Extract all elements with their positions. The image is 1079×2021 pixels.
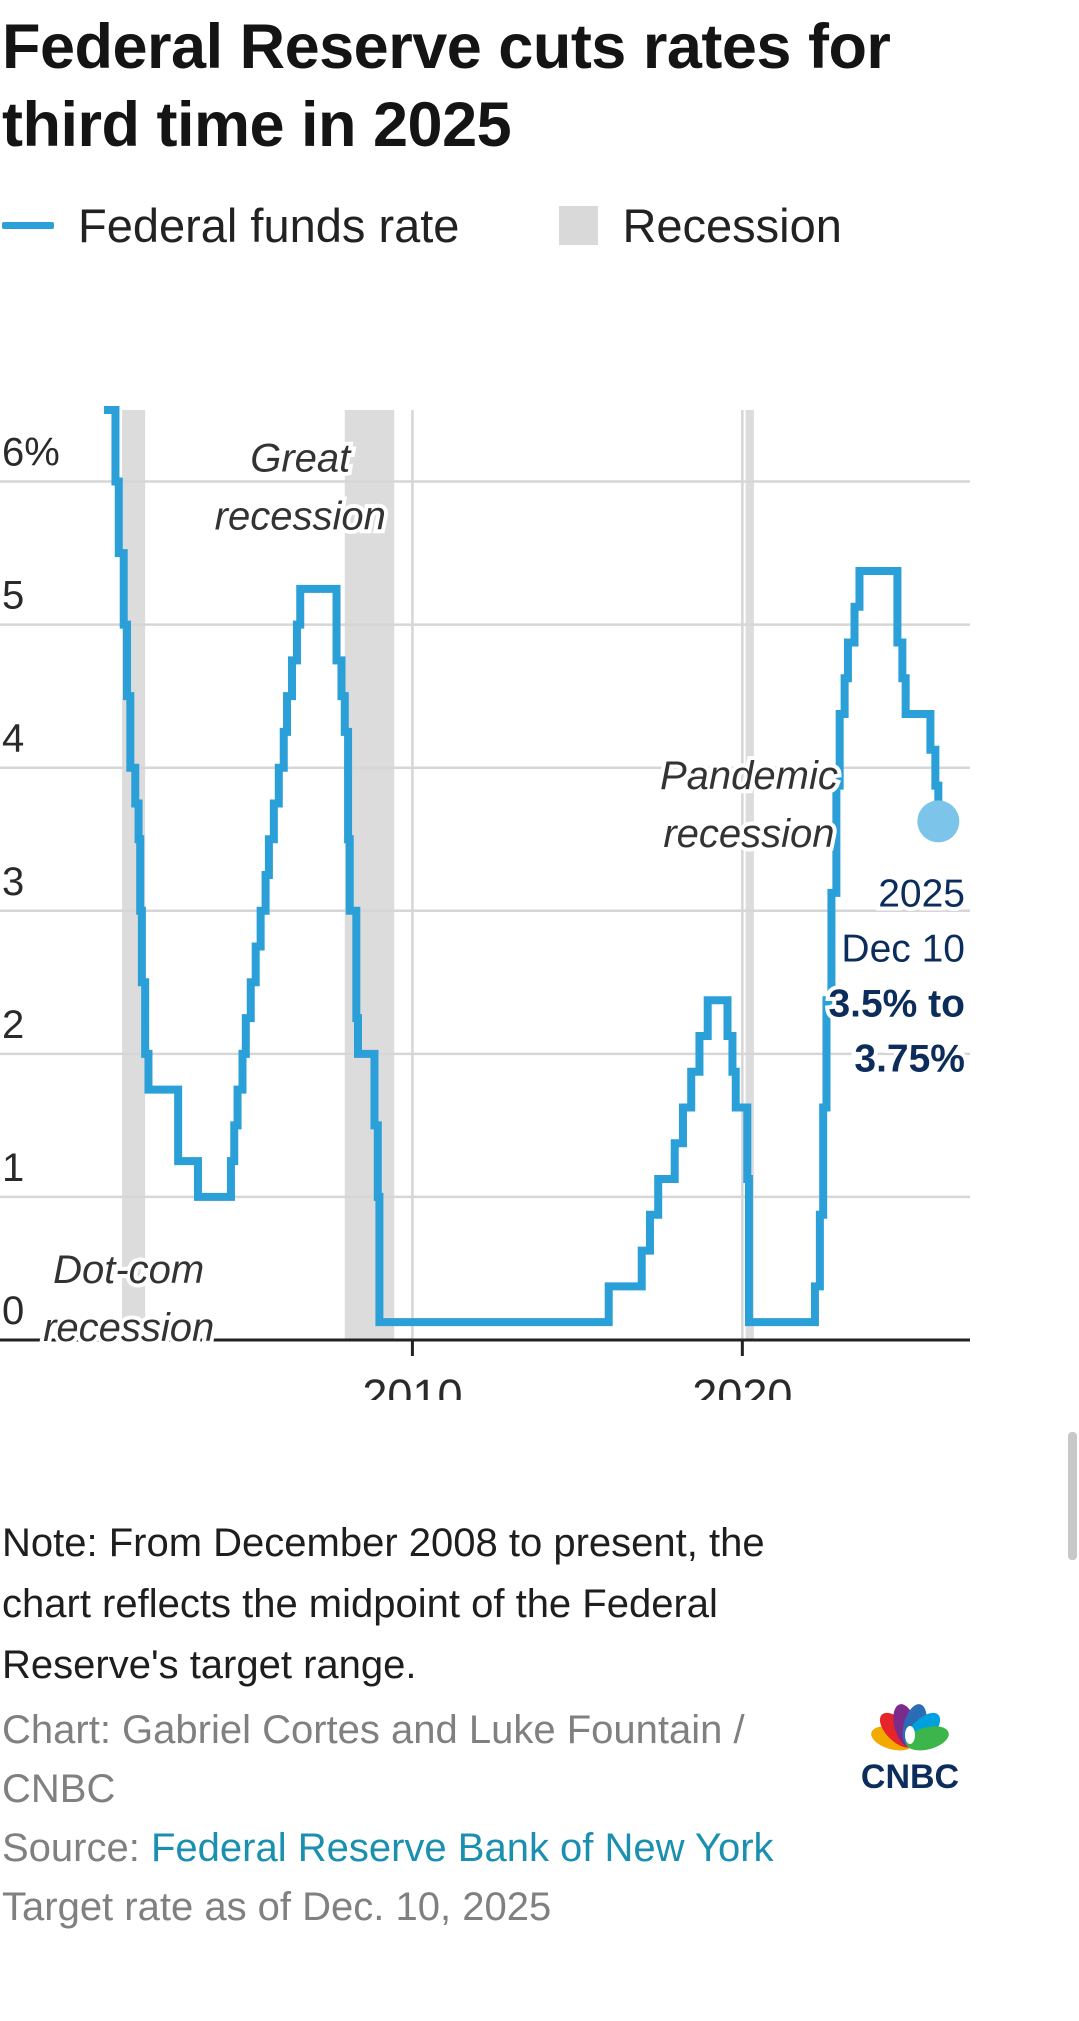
annotations: Great recession Dot-com recession Pandemic re… [39,433,969,1354]
chart-note: Note: From December 2008 to present, the… [2,1521,765,1687]
y-tick-label-6: 6% [2,431,60,475]
source-line: Source: Federal Reserve Bank of New York [2,1819,862,1878]
y-tick-label-4: 4 [2,717,24,761]
recession-annotation-line: recession [43,1306,214,1350]
y-tick-label-2: 2 [2,1003,24,1047]
recession-annotation-line: recession [663,812,834,856]
legend-recession-swatch [559,205,599,245]
recession-annotation-line: Dot-com [53,1248,204,1292]
chart-credit: Chart: Gabriel Cortes and Luke Fountain … [2,1708,745,1811]
federal-funds-rate-line [103,406,943,1327]
y-tick-label-0: 0 [2,1289,24,1333]
legend-recession-label: Recession [622,198,842,252]
recession-annotation-line: Great [250,437,352,481]
gridlines [0,410,970,1340]
y-tick-label-5: 5 [2,574,24,618]
legend-rate-swatch [2,221,54,229]
y-tick-label-3: 3 [2,860,24,904]
recession-annotation-line: recession [215,495,386,539]
cnbc-peacock-logo: CNBC [861,1704,959,1793]
recession-annotation-line: Pandemic [660,754,838,798]
legend-rate-label: Federal funds rate [78,198,460,252]
credits: Chart: Gabriel Cortes and Luke Fountain … [2,1701,862,1937]
x-tick-label-2020: 2020 [692,1370,792,1400]
axes: 0 1 2 3 4 5 6% 2010 2020 [0,431,970,1400]
latest-rate-marker [917,800,960,843]
rate-series [103,406,960,1327]
recession-band-3 [745,410,754,1340]
rate-chart: 0 1 2 3 4 5 6% 2010 2020 Great recession Dot-com re… [0,406,970,1400]
callout-date: Dec 10 [841,927,965,970]
recession-annotation-1: Great recession [215,437,386,539]
legend: Federal funds rate Recession [2,195,842,255]
callout-range-line1: 3.5% to [828,982,965,1025]
page-scrollbar[interactable] [1068,1432,1077,1560]
cnbc-logo-text: CNBC [861,1758,959,1793]
callout-range-line2: 3.75% [854,1037,965,1080]
source-prefix: Source: [2,1826,151,1870]
callout-year: 2025 [878,872,965,915]
y-tick-label-1: 1 [2,1146,24,1190]
as-of-line: Target rate as of Dec. 10, 2025 [2,1885,552,1929]
chart-title: Federal Reserve cuts rates for third tim… [2,12,891,160]
source-link[interactable]: Federal Reserve Bank of New York [150,1826,774,1870]
recession-annotation-2: Dot-com recession [43,1248,214,1350]
recession-annotation-3: Pandemic recession [660,754,838,856]
x-tick-label-2010: 2010 [362,1370,462,1400]
